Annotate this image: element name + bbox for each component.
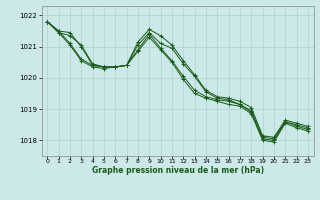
X-axis label: Graphe pression niveau de la mer (hPa): Graphe pression niveau de la mer (hPa) (92, 166, 264, 175)
